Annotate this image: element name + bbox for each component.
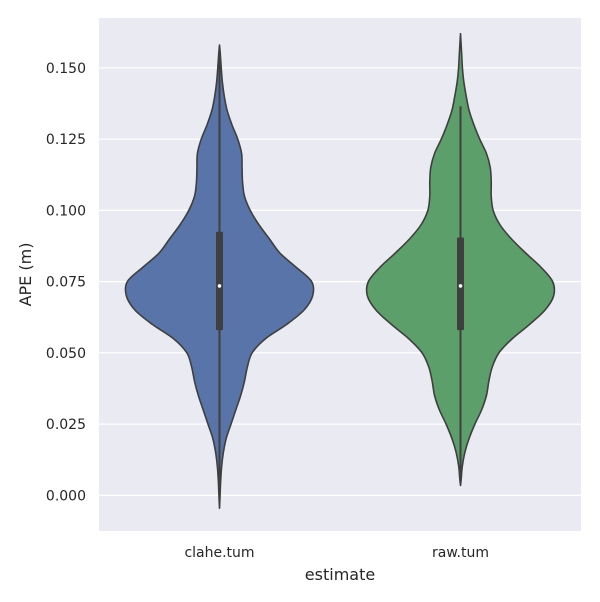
violin-clahe.tum [124, 44, 315, 509]
y-tick-label: 0.150 [46, 61, 86, 77]
x-axis-ticks: clahe.tum raw.tum [184, 545, 489, 561]
y-axis-label: APE (m) [16, 243, 35, 307]
y-tick-label: 0.100 [46, 203, 86, 219]
y-tick-label: 0.025 [46, 417, 86, 433]
x-axis-label: estimate [305, 565, 375, 584]
violin-iqr-box [216, 231, 223, 331]
x-tick-label: clahe.tum [184, 545, 254, 561]
y-tick-label: 0.050 [46, 346, 86, 362]
y-tick-label: 0.000 [46, 488, 86, 504]
violin-iqr-box [457, 237, 464, 331]
violins [124, 32, 556, 509]
y-tick-label: 0.125 [46, 132, 86, 148]
violin-median-marker [217, 284, 222, 288]
violin-median-marker [458, 284, 463, 288]
x-tick-label: raw.tum [432, 545, 489, 561]
y-axis-ticks: 0.000 0.025 0.050 0.075 0.100 0.125 0.150 [46, 61, 86, 505]
violin-raw.tum [365, 32, 556, 487]
y-tick-label: 0.075 [46, 275, 86, 291]
